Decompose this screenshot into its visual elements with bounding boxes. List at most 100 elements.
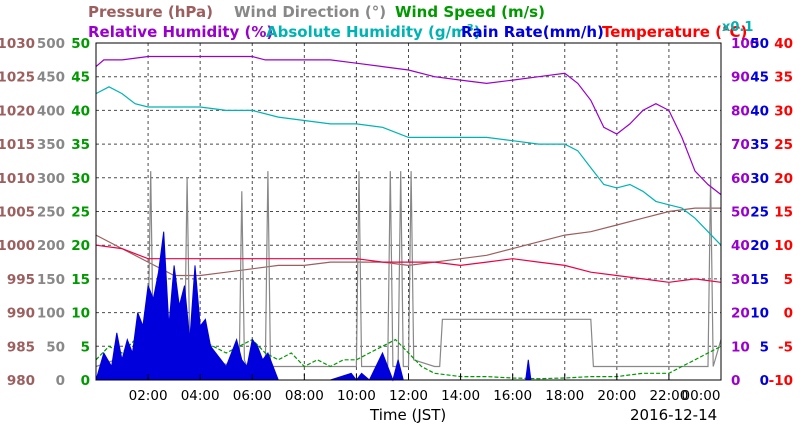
series-wind-speed-m-s <box>95 332 722 380</box>
tick-humidity: 20 <box>731 306 750 322</box>
tick-humidity: 80 <box>731 103 750 119</box>
tick-temperature: 20 <box>774 171 793 187</box>
tick-wind_direction: 50 <box>46 339 65 355</box>
x-tick-label: 10:00 <box>337 388 376 404</box>
tick-wind_direction: 0 <box>56 373 65 389</box>
tick-wind_speed: 25 <box>71 205 90 221</box>
x-tick-label: 02:00 <box>129 388 168 404</box>
x-tick-label: 08:00 <box>285 388 324 404</box>
legend-scale-note: x0.1 <box>722 20 753 35</box>
legend-abs-humidity-sup: 3 <box>467 23 474 34</box>
tick-wind_direction: 300 <box>37 171 65 187</box>
tick-temperature: 5 <box>784 272 793 288</box>
tick-temperature: 25 <box>774 137 793 153</box>
tick-humidity: 90 <box>731 70 750 86</box>
tick-wind_speed: 15 <box>71 272 90 288</box>
tick-wind_direction: 100 <box>37 306 65 322</box>
legend-wind-speed: Wind Speed (m/s) <box>395 3 545 21</box>
x-tick-label: 04:00 <box>181 388 220 404</box>
tick-temperature: 0 <box>784 306 793 322</box>
chart-date: 2016-12-14 <box>630 406 717 424</box>
tick-wind_speed: 45 <box>71 70 90 86</box>
tick-humidity: 60 <box>731 171 750 187</box>
tick-pressure: 1015 <box>0 137 35 153</box>
tick-rain: 30 <box>750 171 769 187</box>
tick-rain: 0 <box>760 373 769 389</box>
tick-pressure: 1000 <box>0 238 35 254</box>
tick-rain: 25 <box>750 205 769 221</box>
tick-temperature: -5 <box>778 339 793 355</box>
legend-abs-humidity: Absolute Humidity (g/m3) <box>266 23 481 41</box>
tick-temperature: 10 <box>774 238 793 254</box>
tick-rain: 20 <box>750 238 769 254</box>
tick-pressure: 995 <box>7 272 35 288</box>
tick-wind_direction: 350 <box>37 137 65 153</box>
tick-rain: 15 <box>750 272 769 288</box>
tick-humidity: 40 <box>731 238 750 254</box>
tick-wind_speed: 20 <box>71 238 90 254</box>
tick-rain: 35 <box>750 137 769 153</box>
tick-wind_speed: 40 <box>71 103 90 119</box>
tick-wind_direction: 500 <box>37 36 65 52</box>
tick-pressure: 1025 <box>0 70 35 86</box>
axes-group: 1030102510201015101010051000995990985980… <box>0 36 793 404</box>
x-tick-label: 00:00 <box>682 388 721 404</box>
tick-humidity: 50 <box>731 205 750 221</box>
tick-wind_speed: 50 <box>71 36 90 52</box>
tick-humidity: 30 <box>731 272 750 288</box>
legend-pressure: Pressure (hPa) <box>88 3 213 21</box>
x-tick-label: 16:00 <box>493 388 532 404</box>
tick-rain: 40 <box>750 103 769 119</box>
tick-wind_direction: 150 <box>37 272 65 288</box>
tick-wind_direction: 250 <box>37 205 65 221</box>
x-axis-label: Time (JST) <box>369 406 446 424</box>
x-tick-label: 22:00 <box>649 388 688 404</box>
x-tick-label: 06:00 <box>233 388 272 404</box>
series-group <box>95 55 722 382</box>
tick-rain: 5 <box>760 339 769 355</box>
tick-temperature: 30 <box>774 103 793 119</box>
tick-humidity: 70 <box>731 137 750 153</box>
tick-pressure: 1010 <box>0 171 35 187</box>
legend-temperature: Temperature (°C) <box>602 23 747 41</box>
tick-rain: 10 <box>750 306 769 322</box>
tick-wind_direction: 450 <box>37 70 65 86</box>
tick-temperature: 15 <box>774 205 793 221</box>
x-tick-label: 20:00 <box>597 388 636 404</box>
legend-rain: Rain Rate(mm/h) <box>461 23 604 41</box>
tick-wind_speed: 0 <box>81 373 90 389</box>
tick-wind_speed: 10 <box>71 306 90 322</box>
tick-wind_speed: 35 <box>71 137 90 153</box>
tick-humidity: 100 <box>731 36 759 52</box>
legend-humidity: Relative Humidity (%) <box>88 23 273 41</box>
x-tick-label: 14:00 <box>441 388 480 404</box>
tick-pressure: 1030 <box>0 36 35 52</box>
tick-pressure: 1020 <box>0 103 35 119</box>
tick-rain: 50 <box>750 36 769 52</box>
tick-temperature: -10 <box>769 373 793 389</box>
tick-humidity: 0 <box>731 373 740 389</box>
tick-pressure: 980 <box>7 373 35 389</box>
series-pressure-hpa <box>95 207 721 277</box>
tick-humidity: 10 <box>731 339 750 355</box>
legend-abs-humidity-prefix: Absolute Humidity (g/m <box>266 23 467 41</box>
tick-pressure: 1005 <box>0 205 35 221</box>
tick-wind_speed: 30 <box>71 171 90 187</box>
series-temperature-c <box>95 244 722 283</box>
tick-temperature: 35 <box>774 70 793 86</box>
tick-rain: 45 <box>750 70 769 86</box>
series-absolute-humidity-g-m3 <box>95 86 722 246</box>
tick-wind_speed: 5 <box>81 339 90 355</box>
x-tick-label: 18:00 <box>545 388 584 404</box>
tick-wind_direction: 400 <box>37 103 65 119</box>
tick-pressure: 985 <box>7 339 35 355</box>
tick-temperature: 40 <box>774 36 793 52</box>
legend-wind-direction: Wind Direction (°) <box>234 3 386 21</box>
legend-abs-humidity-suffix: ) <box>474 23 481 41</box>
series-wind-direction <box>95 171 722 369</box>
tick-wind_direction: 200 <box>37 238 65 254</box>
series-relative-humidity <box>95 55 722 196</box>
tick-pressure: 990 <box>7 306 35 322</box>
x-tick-label: 12:00 <box>389 388 428 404</box>
